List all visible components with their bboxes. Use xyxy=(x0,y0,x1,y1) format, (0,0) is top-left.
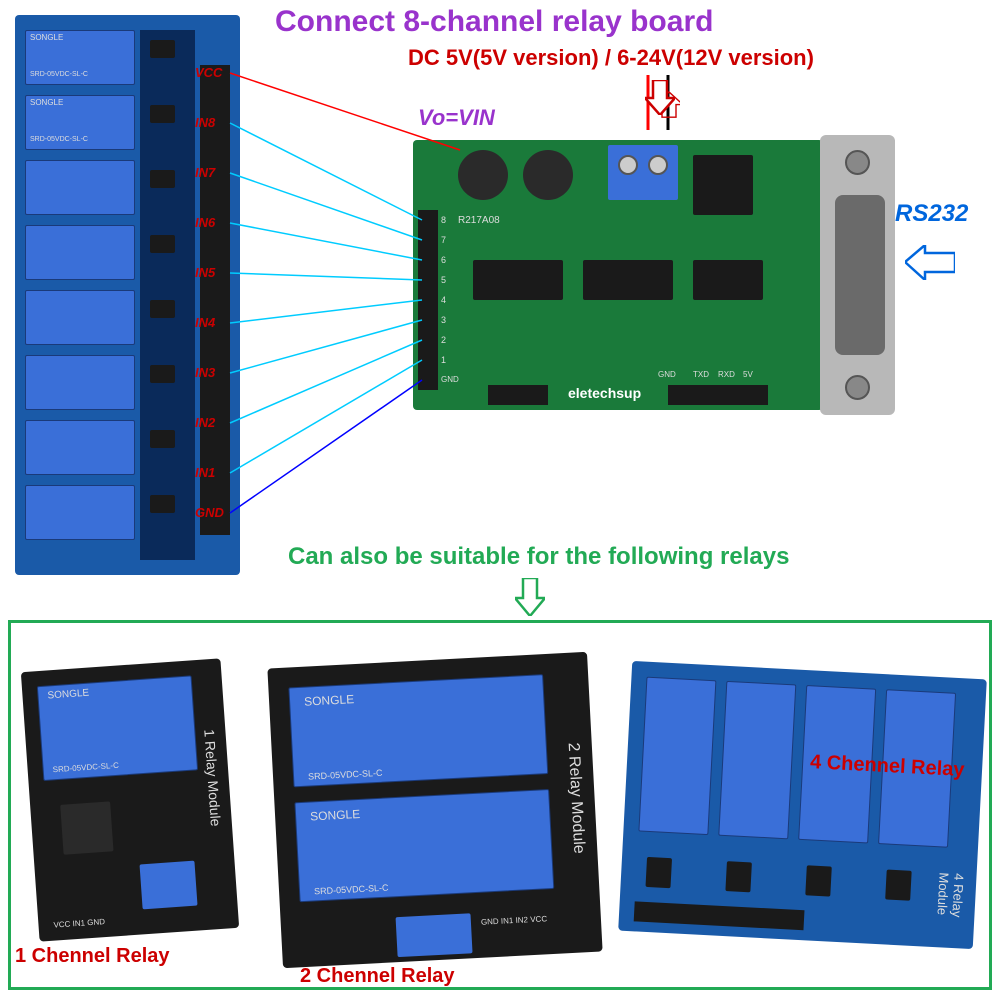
db9-connector xyxy=(820,135,895,415)
rs232-label: RS232 xyxy=(895,200,968,228)
relay-1ch-label: 1 Chennel Relay xyxy=(15,945,170,968)
pin-gnd: GND xyxy=(195,505,224,520)
relay-8ch-board: SONGLE SRD-05VDC-SL-C SONGLE SRD-05VDC-S… xyxy=(15,15,240,575)
down-arrow-icon xyxy=(645,80,675,115)
pin-in5: IN5 xyxy=(195,265,215,280)
pin-in3: IN3 xyxy=(195,365,215,380)
relay-1ch: SONGLE SRD-05VDC-SL-C 1 Relay Module VCC… xyxy=(21,658,239,941)
voltage-label: DC 5V(5V version) / 6-24V(12V version) xyxy=(408,45,814,71)
relay-4ch: 4 Relay Module xyxy=(618,661,987,949)
suitable-text: Can also be suitable for the following r… xyxy=(288,543,789,571)
green-arrow-icon xyxy=(515,578,545,616)
vo-vin-label: Vo=VIN xyxy=(418,105,495,131)
controller-board: 8 7 6 5 4 3 2 1 GND R217A08 eletechsup G… xyxy=(413,140,823,410)
rs232-arrow-icon xyxy=(905,245,955,280)
pin-in2: IN2 xyxy=(195,415,215,430)
relay-2ch-label: 2 Chennel Relay xyxy=(300,965,455,988)
relay-2ch: SONGLE SRD-05VDC-SL-C SONGLE SRD-05VDC-S… xyxy=(267,652,602,968)
pin-in8: IN8 xyxy=(195,115,215,130)
main-title: Connect 8-channel relay board xyxy=(275,5,713,39)
pin-vcc: VCC xyxy=(195,65,222,80)
pin-in1: IN1 xyxy=(195,465,215,480)
pin-in4: IN4 xyxy=(195,315,215,330)
pin-in7: IN7 xyxy=(195,165,215,180)
pin-in6: IN6 xyxy=(195,215,215,230)
